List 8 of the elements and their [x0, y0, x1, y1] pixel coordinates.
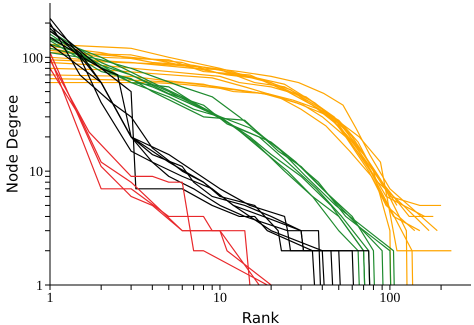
y-tick-label: 10	[29, 165, 43, 180]
x-axis-title: Rank	[242, 309, 280, 325]
y-tick-label: 1	[36, 278, 43, 294]
x-tick-label: 10	[212, 290, 227, 306]
y-axis-title: Node Degree	[3, 94, 22, 194]
x-tick-label: 100	[379, 290, 400, 306]
y-tick-label: 100	[22, 51, 43, 66]
x-tick-label: 1	[46, 290, 54, 306]
